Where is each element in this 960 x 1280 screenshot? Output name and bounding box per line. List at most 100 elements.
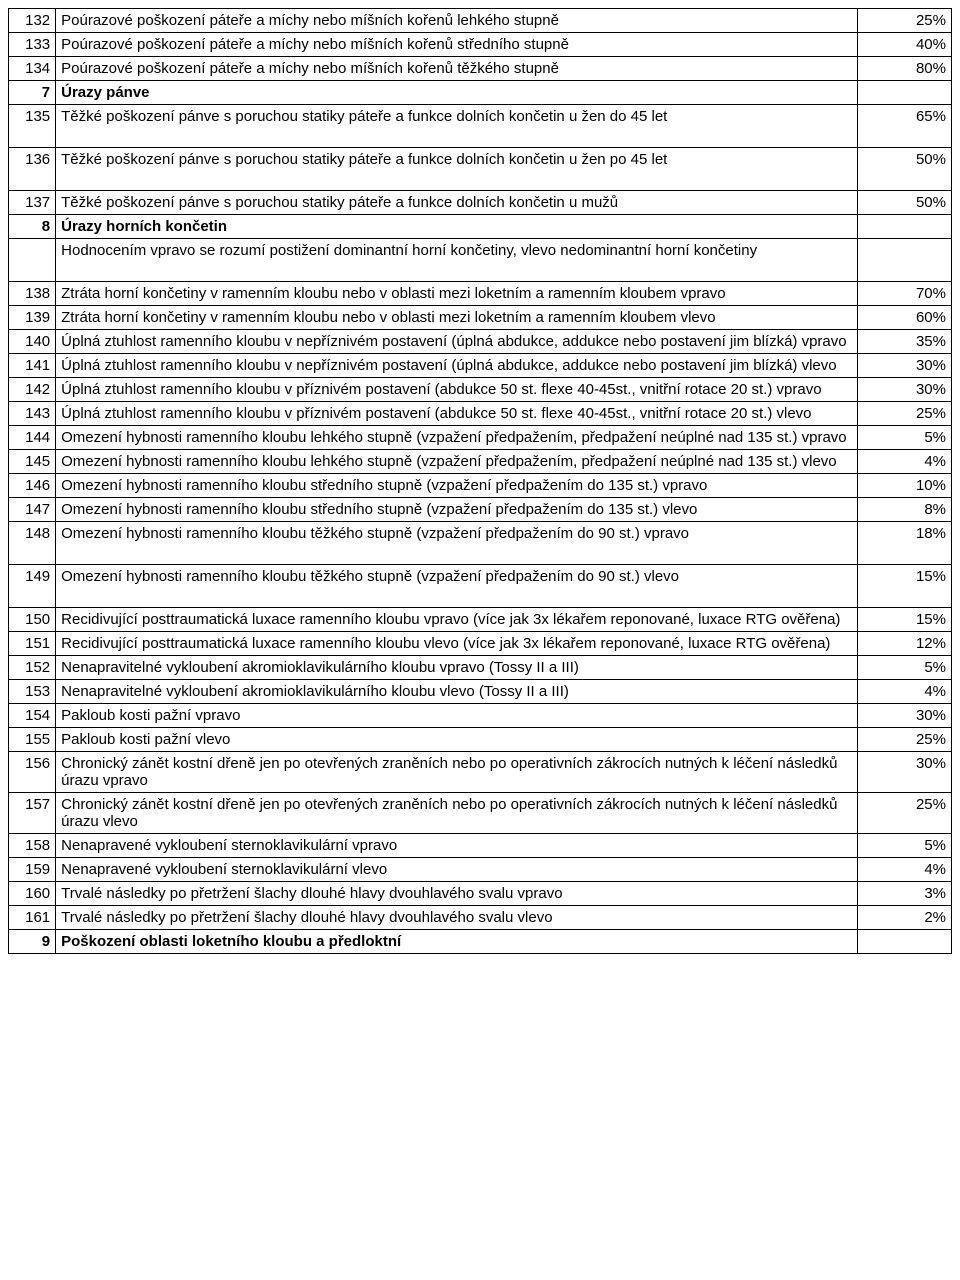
row-description: Ztráta horní končetiny v ramenním kloubu… bbox=[56, 306, 858, 330]
row-percent: 3% bbox=[857, 882, 951, 906]
row-number: 136 bbox=[9, 148, 56, 191]
row-number: 154 bbox=[9, 704, 56, 728]
row-number: 157 bbox=[9, 793, 56, 834]
row-description: Omezení hybnosti ramenního kloubu těžkéh… bbox=[56, 565, 858, 608]
row-description: Ztráta horní končetiny v ramenním kloubu… bbox=[56, 282, 858, 306]
table-row: 9Poškození oblasti loketního kloubu a př… bbox=[9, 930, 952, 954]
row-number: 142 bbox=[9, 378, 56, 402]
table-row: 146Omezení hybnosti ramenního kloubu stř… bbox=[9, 474, 952, 498]
row-percent: 25% bbox=[857, 402, 951, 426]
row-number: 149 bbox=[9, 565, 56, 608]
table-row: 132Poúrazové poškození páteře a míchy ne… bbox=[9, 9, 952, 33]
row-description: Poúrazové poškození páteře a míchy nebo … bbox=[56, 33, 858, 57]
table-row: 150Recidivující posttraumatická luxace r… bbox=[9, 608, 952, 632]
table-row: 151Recidivující posttraumatická luxace r… bbox=[9, 632, 952, 656]
row-number: 146 bbox=[9, 474, 56, 498]
row-number: 152 bbox=[9, 656, 56, 680]
row-number: 151 bbox=[9, 632, 56, 656]
table-row: 152Nenapravitelné vykloubení akromioklav… bbox=[9, 656, 952, 680]
row-description: Omezení hybnosti ramenního kloubu lehkéh… bbox=[56, 450, 858, 474]
table-row: 139Ztráta horní končetiny v ramenním klo… bbox=[9, 306, 952, 330]
row-description: Úplná ztuhlost ramenního kloubu v nepříz… bbox=[56, 330, 858, 354]
row-percent: 80% bbox=[857, 57, 951, 81]
row-number: 132 bbox=[9, 9, 56, 33]
table-row: 136Těžké poškození pánve s poruchou stat… bbox=[9, 148, 952, 191]
row-percent: 30% bbox=[857, 378, 951, 402]
row-percent bbox=[857, 930, 951, 954]
row-number: 160 bbox=[9, 882, 56, 906]
table-row: 137Těžké poškození pánve s poruchou stat… bbox=[9, 191, 952, 215]
row-number: 150 bbox=[9, 608, 56, 632]
row-description: Omezení hybnosti ramenního kloubu středn… bbox=[56, 498, 858, 522]
table-row: 156Chronický zánět kostní dřeně jen po o… bbox=[9, 752, 952, 793]
table-row: 153Nenapravitelné vykloubení akromioklav… bbox=[9, 680, 952, 704]
table-row: 7Úrazy pánve bbox=[9, 81, 952, 105]
table-row: 158Nenapravené vykloubení sternoklavikul… bbox=[9, 834, 952, 858]
table-row: 159Nenapravené vykloubení sternoklavikul… bbox=[9, 858, 952, 882]
table-row: 161Trvalé následky po přetržení šlachy d… bbox=[9, 906, 952, 930]
row-percent bbox=[857, 239, 951, 282]
table-row: 141Úplná ztuhlost ramenního kloubu v nep… bbox=[9, 354, 952, 378]
row-description: Hodnocením vpravo se rozumí postižení do… bbox=[56, 239, 858, 282]
table-row: 154Pakloub kosti pažní vpravo30% bbox=[9, 704, 952, 728]
row-description: Poúrazové poškození páteře a míchy nebo … bbox=[56, 9, 858, 33]
row-percent: 30% bbox=[857, 752, 951, 793]
row-number: 137 bbox=[9, 191, 56, 215]
row-description: Úrazy horních končetin bbox=[56, 215, 858, 239]
table-row: 145Omezení hybnosti ramenního kloubu leh… bbox=[9, 450, 952, 474]
table-row: 148Omezení hybnosti ramenního kloubu těž… bbox=[9, 522, 952, 565]
row-description: Chronický zánět kostní dřeně jen po otev… bbox=[56, 752, 858, 793]
row-description: Úplná ztuhlost ramenního kloubu v přízni… bbox=[56, 402, 858, 426]
row-percent: 4% bbox=[857, 450, 951, 474]
row-number: 7 bbox=[9, 81, 56, 105]
row-description: Omezení hybnosti ramenního kloubu lehkéh… bbox=[56, 426, 858, 450]
row-description: Poškození oblasti loketního kloubu a pře… bbox=[56, 930, 858, 954]
row-number: 145 bbox=[9, 450, 56, 474]
row-percent: 5% bbox=[857, 834, 951, 858]
table-row: 134Poúrazové poškození páteře a míchy ne… bbox=[9, 57, 952, 81]
row-percent: 15% bbox=[857, 565, 951, 608]
row-percent bbox=[857, 215, 951, 239]
row-number: 148 bbox=[9, 522, 56, 565]
row-description: Úrazy pánve bbox=[56, 81, 858, 105]
row-percent: 8% bbox=[857, 498, 951, 522]
row-percent bbox=[857, 81, 951, 105]
row-number: 140 bbox=[9, 330, 56, 354]
row-number: 158 bbox=[9, 834, 56, 858]
row-percent: 25% bbox=[857, 728, 951, 752]
row-description: Úplná ztuhlost ramenního kloubu v nepříz… bbox=[56, 354, 858, 378]
row-description: Trvalé následky po přetržení šlachy dlou… bbox=[56, 882, 858, 906]
table-row: 155Pakloub kosti pažní vlevo25% bbox=[9, 728, 952, 752]
table-row: 138Ztráta horní končetiny v ramenním klo… bbox=[9, 282, 952, 306]
table-row: 147Omezení hybnosti ramenního kloubu stř… bbox=[9, 498, 952, 522]
row-number: 133 bbox=[9, 33, 56, 57]
row-number: 9 bbox=[9, 930, 56, 954]
row-number: 161 bbox=[9, 906, 56, 930]
row-percent: 4% bbox=[857, 680, 951, 704]
row-description: Nenapravitelné vykloubení akromioklaviku… bbox=[56, 656, 858, 680]
row-percent: 5% bbox=[857, 426, 951, 450]
row-percent: 18% bbox=[857, 522, 951, 565]
row-percent: 70% bbox=[857, 282, 951, 306]
row-percent: 2% bbox=[857, 906, 951, 930]
row-description: Recidivující posttraumatická luxace rame… bbox=[56, 632, 858, 656]
row-percent: 30% bbox=[857, 704, 951, 728]
row-number: 8 bbox=[9, 215, 56, 239]
row-number: 144 bbox=[9, 426, 56, 450]
table-row: 8Úrazy horních končetin bbox=[9, 215, 952, 239]
table-row: 143Úplná ztuhlost ramenního kloubu v pří… bbox=[9, 402, 952, 426]
row-description: Pakloub kosti pažní vlevo bbox=[56, 728, 858, 752]
table-row: Hodnocením vpravo se rozumí postižení do… bbox=[9, 239, 952, 282]
row-description: Těžké poškození pánve s poruchou statiky… bbox=[56, 148, 858, 191]
table-row: 157Chronický zánět kostní dřeně jen po o… bbox=[9, 793, 952, 834]
row-number: 153 bbox=[9, 680, 56, 704]
table-row: 133Poúrazové poškození páteře a míchy ne… bbox=[9, 33, 952, 57]
row-number: 155 bbox=[9, 728, 56, 752]
row-number bbox=[9, 239, 56, 282]
row-description: Poúrazové poškození páteře a míchy nebo … bbox=[56, 57, 858, 81]
row-description: Nenapravitelné vykloubení akromioklaviku… bbox=[56, 680, 858, 704]
row-percent: 12% bbox=[857, 632, 951, 656]
row-number: 156 bbox=[9, 752, 56, 793]
row-number: 141 bbox=[9, 354, 56, 378]
row-description: Trvalé následky po přetržení šlachy dlou… bbox=[56, 906, 858, 930]
